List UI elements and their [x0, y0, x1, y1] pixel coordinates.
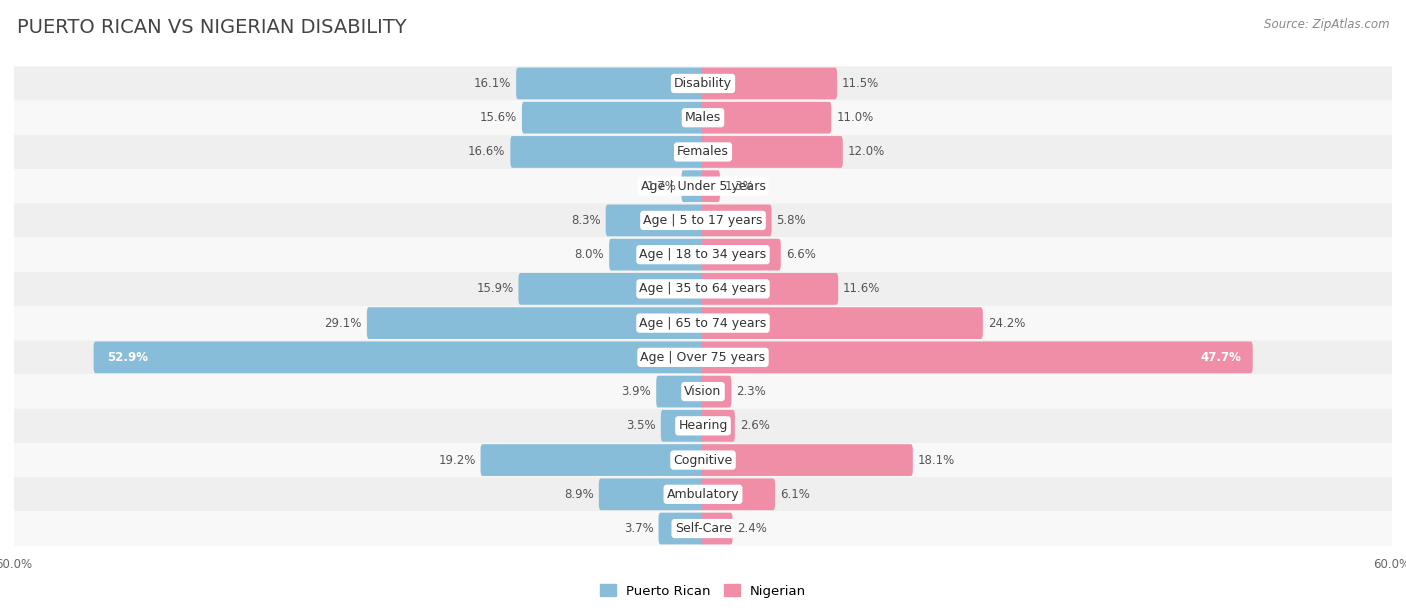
- FancyBboxPatch shape: [367, 307, 704, 339]
- Text: Cognitive: Cognitive: [673, 453, 733, 466]
- Text: Age | 18 to 34 years: Age | 18 to 34 years: [640, 248, 766, 261]
- Text: 8.0%: 8.0%: [575, 248, 605, 261]
- FancyBboxPatch shape: [702, 136, 842, 168]
- Text: 15.9%: 15.9%: [477, 282, 513, 296]
- FancyBboxPatch shape: [702, 239, 780, 271]
- Text: 8.3%: 8.3%: [571, 214, 600, 227]
- FancyBboxPatch shape: [14, 306, 1392, 340]
- Text: Age | 5 to 17 years: Age | 5 to 17 years: [644, 214, 762, 227]
- FancyBboxPatch shape: [682, 170, 704, 202]
- Text: 3.9%: 3.9%: [621, 385, 651, 398]
- FancyBboxPatch shape: [702, 341, 1253, 373]
- FancyBboxPatch shape: [606, 204, 704, 236]
- FancyBboxPatch shape: [14, 375, 1392, 409]
- FancyBboxPatch shape: [14, 340, 1392, 375]
- Text: 11.6%: 11.6%: [844, 282, 880, 296]
- FancyBboxPatch shape: [14, 237, 1392, 272]
- FancyBboxPatch shape: [702, 204, 772, 236]
- FancyBboxPatch shape: [702, 444, 912, 476]
- Text: 6.1%: 6.1%: [780, 488, 810, 501]
- Text: Age | Over 75 years: Age | Over 75 years: [641, 351, 765, 364]
- FancyBboxPatch shape: [14, 477, 1392, 512]
- Text: 47.7%: 47.7%: [1201, 351, 1241, 364]
- Text: 52.9%: 52.9%: [107, 351, 148, 364]
- Text: Age | Under 5 years: Age | Under 5 years: [641, 180, 765, 193]
- FancyBboxPatch shape: [14, 169, 1392, 203]
- Text: Age | 65 to 74 years: Age | 65 to 74 years: [640, 316, 766, 330]
- FancyBboxPatch shape: [609, 239, 704, 271]
- Text: 16.6%: 16.6%: [468, 146, 506, 159]
- FancyBboxPatch shape: [657, 376, 704, 408]
- FancyBboxPatch shape: [702, 102, 831, 133]
- Text: 2.3%: 2.3%: [737, 385, 766, 398]
- FancyBboxPatch shape: [14, 135, 1392, 169]
- Text: Source: ZipAtlas.com: Source: ZipAtlas.com: [1264, 18, 1389, 31]
- Text: 16.1%: 16.1%: [474, 77, 512, 90]
- Text: 11.5%: 11.5%: [842, 77, 879, 90]
- Text: 29.1%: 29.1%: [325, 316, 361, 330]
- FancyBboxPatch shape: [702, 307, 983, 339]
- Legend: Puerto Rican, Nigerian: Puerto Rican, Nigerian: [595, 579, 811, 603]
- FancyBboxPatch shape: [702, 170, 720, 202]
- Text: 5.8%: 5.8%: [776, 214, 806, 227]
- FancyBboxPatch shape: [519, 273, 704, 305]
- FancyBboxPatch shape: [702, 410, 735, 442]
- Text: 3.5%: 3.5%: [626, 419, 657, 432]
- Text: Ambulatory: Ambulatory: [666, 488, 740, 501]
- Text: 18.1%: 18.1%: [918, 453, 955, 466]
- Text: 11.0%: 11.0%: [837, 111, 873, 124]
- Text: Disability: Disability: [673, 77, 733, 90]
- FancyBboxPatch shape: [14, 100, 1392, 135]
- FancyBboxPatch shape: [14, 409, 1392, 443]
- Text: 6.6%: 6.6%: [786, 248, 815, 261]
- FancyBboxPatch shape: [702, 273, 838, 305]
- Text: Vision: Vision: [685, 385, 721, 398]
- FancyBboxPatch shape: [658, 513, 704, 545]
- FancyBboxPatch shape: [510, 136, 704, 168]
- FancyBboxPatch shape: [702, 479, 775, 510]
- Text: 1.7%: 1.7%: [647, 180, 676, 193]
- FancyBboxPatch shape: [94, 341, 704, 373]
- Text: PUERTO RICAN VS NIGERIAN DISABILITY: PUERTO RICAN VS NIGERIAN DISABILITY: [17, 18, 406, 37]
- FancyBboxPatch shape: [661, 410, 704, 442]
- FancyBboxPatch shape: [14, 203, 1392, 237]
- FancyBboxPatch shape: [481, 444, 704, 476]
- FancyBboxPatch shape: [702, 376, 731, 408]
- Text: 8.9%: 8.9%: [564, 488, 593, 501]
- FancyBboxPatch shape: [516, 67, 704, 99]
- FancyBboxPatch shape: [599, 479, 704, 510]
- Text: Hearing: Hearing: [678, 419, 728, 432]
- Text: Females: Females: [678, 146, 728, 159]
- FancyBboxPatch shape: [702, 67, 837, 99]
- FancyBboxPatch shape: [14, 272, 1392, 306]
- FancyBboxPatch shape: [702, 513, 733, 545]
- Text: 12.0%: 12.0%: [848, 146, 884, 159]
- Text: 1.3%: 1.3%: [725, 180, 755, 193]
- FancyBboxPatch shape: [14, 66, 1392, 100]
- Text: 24.2%: 24.2%: [988, 316, 1025, 330]
- Text: Self-Care: Self-Care: [675, 522, 731, 535]
- Text: Age | 35 to 64 years: Age | 35 to 64 years: [640, 282, 766, 296]
- Text: 2.4%: 2.4%: [738, 522, 768, 535]
- Text: 15.6%: 15.6%: [479, 111, 517, 124]
- Text: Males: Males: [685, 111, 721, 124]
- Text: 3.7%: 3.7%: [624, 522, 654, 535]
- Text: 19.2%: 19.2%: [439, 453, 475, 466]
- FancyBboxPatch shape: [14, 512, 1392, 546]
- FancyBboxPatch shape: [14, 443, 1392, 477]
- FancyBboxPatch shape: [522, 102, 704, 133]
- Text: 2.6%: 2.6%: [740, 419, 769, 432]
